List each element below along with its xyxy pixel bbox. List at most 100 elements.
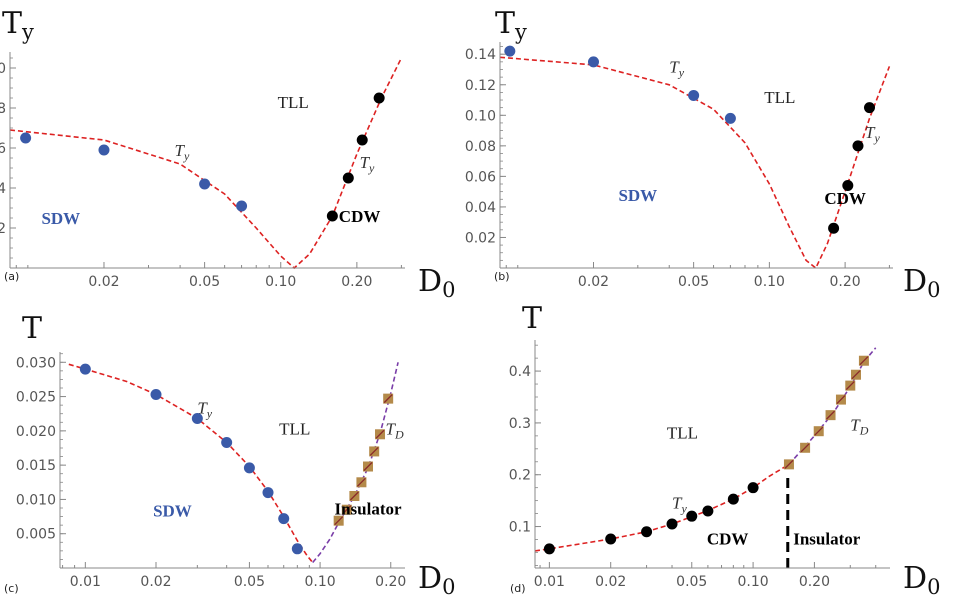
panel-c-x-tick-label: 0.10	[304, 574, 335, 590]
panel-c-sdw-point	[79, 363, 91, 375]
panel-b-cdw-point	[842, 180, 854, 192]
panel-d-y-tick-label: 0.4	[509, 364, 531, 380]
panel-c-tag: (c)	[4, 582, 19, 595]
panel-a-y-tick-label: 0.04	[0, 181, 6, 197]
panel-d-cdw-point	[747, 482, 759, 494]
panel-a-region-label: CDW	[339, 207, 381, 226]
panel-c-ylabel: T	[22, 311, 42, 346]
panel-d-insulator-point-stroke	[784, 459, 794, 469]
panel-c-insulator-point-stroke	[349, 491, 359, 501]
panel-d-x-tick-label: 0.20	[799, 574, 830, 590]
panel-c-y-tick-label: 0.015	[16, 458, 56, 474]
panel-a-ticks: 0.02 0.05 0.10 0.20 0.02 0.04 0.06 0.08 0.10	[0, 57, 402, 290]
panel-a-cdw-point	[373, 92, 385, 104]
panel-c-xlabel: D0	[418, 561, 455, 599]
panel-a-curves	[9, 57, 403, 270]
panel-c-insulator-point-stroke	[369, 446, 379, 456]
panel-c-sdw-point	[278, 513, 290, 525]
panel-c-annotation-main: T	[197, 399, 208, 418]
panel-a-annotation-main: T	[174, 141, 185, 160]
panel-d-y-tick-label: 0.2	[509, 468, 531, 484]
panel-b-xlabel-main: D	[903, 264, 927, 299]
panel-b-y-tick-label: 0.08	[465, 139, 496, 155]
panel-c-x-tick-label: 0.01	[70, 574, 101, 590]
panel-b-ylabel-sub: y	[514, 20, 527, 44]
panel-a-cdw-point	[342, 172, 354, 184]
panel-d-insulator-point-stroke	[826, 410, 835, 420]
panel-a-y-tick-label: 0.06	[0, 141, 6, 157]
panel-a-tag: (a)	[4, 270, 19, 283]
panel-a-x-tick-label: 0.20	[341, 274, 372, 290]
panel-d-ylabel-main: T	[522, 301, 542, 336]
panel-d-insulator-point-stroke	[836, 395, 846, 405]
panel-c-ticks: 0.01 0.02 0.05 0.10 0.20 0.005 0.010 0.015 0.020…	[16, 353, 406, 590]
panel-a-cdw-point	[356, 134, 368, 146]
panel-d-insulator-point-stroke	[845, 381, 855, 391]
panel-b-ylabel: Ty	[495, 6, 527, 44]
panel-a-points	[20, 92, 385, 222]
panel-a-axes	[9, 52, 405, 269]
panel-b-cdw-point	[863, 102, 875, 114]
panel-d-cdw-point	[702, 505, 714, 517]
panel-a-boundary-curve-red	[9, 57, 403, 270]
panel-c-sdw-point	[150, 389, 162, 401]
panel-a-sdw-point	[199, 178, 211, 190]
panel-a-region-label: TLL	[278, 93, 309, 112]
panel-d-annotation-main: T	[850, 416, 861, 435]
panel-b-annotation-main: T	[865, 123, 876, 142]
panel-a-x-tick-label: 0.02	[88, 274, 119, 290]
panel-b: 0.02 0.05 0.10 0.20 0.02 0.04 0.06 0.08 0.10 0.12…	[465, 6, 941, 302]
panel-c-curve-annotation: TD	[386, 419, 404, 441]
panel-b-sdw-point	[688, 89, 700, 101]
panel-d-cdw-point	[543, 543, 555, 555]
panel-b-x-tick-label: 0.02	[578, 274, 609, 290]
panel-b-x-tick-label: 0.10	[754, 274, 785, 290]
panel-b-sdw-point	[588, 56, 600, 68]
panel-c-insulator-point-stroke	[363, 462, 373, 471]
panel-d-y-tick-label: 0.3	[509, 416, 531, 432]
panel-d-x-tick-label: 0.02	[595, 574, 626, 590]
panel-c-annotation-main: T	[386, 419, 397, 438]
panel-b-y-tick-label: 0.10	[465, 108, 496, 124]
panel-a-sdw-point	[20, 132, 32, 144]
panel-b-points	[504, 45, 875, 234]
panel-b-ylabel-main: T	[495, 6, 515, 41]
panel-a-annotation-main: T	[360, 153, 371, 172]
panel-c-ylabel-main: T	[22, 311, 42, 346]
panel-d-curve-annotation: TD	[850, 416, 868, 438]
panel-c-sdw-point	[221, 437, 233, 449]
panel-c-sdw-point	[191, 413, 203, 425]
panel-a-sdw-point	[98, 144, 110, 156]
panel-c-insulator-point-stroke	[383, 394, 393, 404]
panel-d-insulator-point-stroke	[800, 443, 810, 453]
panel-d-x-tick-label: 0.05	[676, 574, 707, 590]
panel-a-ylabel-main: T	[2, 6, 22, 41]
panel-b-y-tick-label: 0.06	[465, 169, 496, 185]
panel-b-region-label: SDW	[618, 186, 657, 205]
panel-d: 0.01 0.02 0.05 0.10 0.20 0.1 0.2 0.3 0.4 TLL CDW I…	[509, 301, 941, 599]
panel-c-x-tick-label: 0.20	[375, 574, 406, 590]
panel-b-region-label: TLL	[764, 88, 795, 107]
panel-b-cdw-point	[828, 222, 840, 234]
panel-d-curve-annotation: Ty	[672, 493, 687, 515]
panel-a-ylabel-sub: y	[21, 20, 34, 44]
panel-d-x-tick-label: 0.10	[738, 574, 769, 590]
panel-a-region-label: SDW	[41, 209, 80, 228]
panel-a-xlabel: D0	[418, 264, 455, 302]
panel-b-annotation-sub: y	[874, 131, 881, 145]
panel-a-sdw-point	[236, 200, 248, 212]
panel-d-xlabel-sub: 0	[927, 575, 940, 599]
panel-c-y-tick-label: 0.020	[16, 424, 56, 440]
panel-c-sdw-point	[243, 462, 255, 474]
panel-c-region-label: TLL	[279, 419, 310, 438]
panel-d-annotation-main: T	[672, 493, 683, 512]
panel-a-y-tick-label: 0.08	[0, 101, 6, 117]
panel-b-y-tick-label: 0.14	[465, 47, 496, 63]
panel-d-insulator-point-stroke	[814, 426, 824, 436]
panel-c-region-label: Insulator	[334, 500, 402, 519]
panel-c-boundary-curve-red	[68, 363, 314, 564]
